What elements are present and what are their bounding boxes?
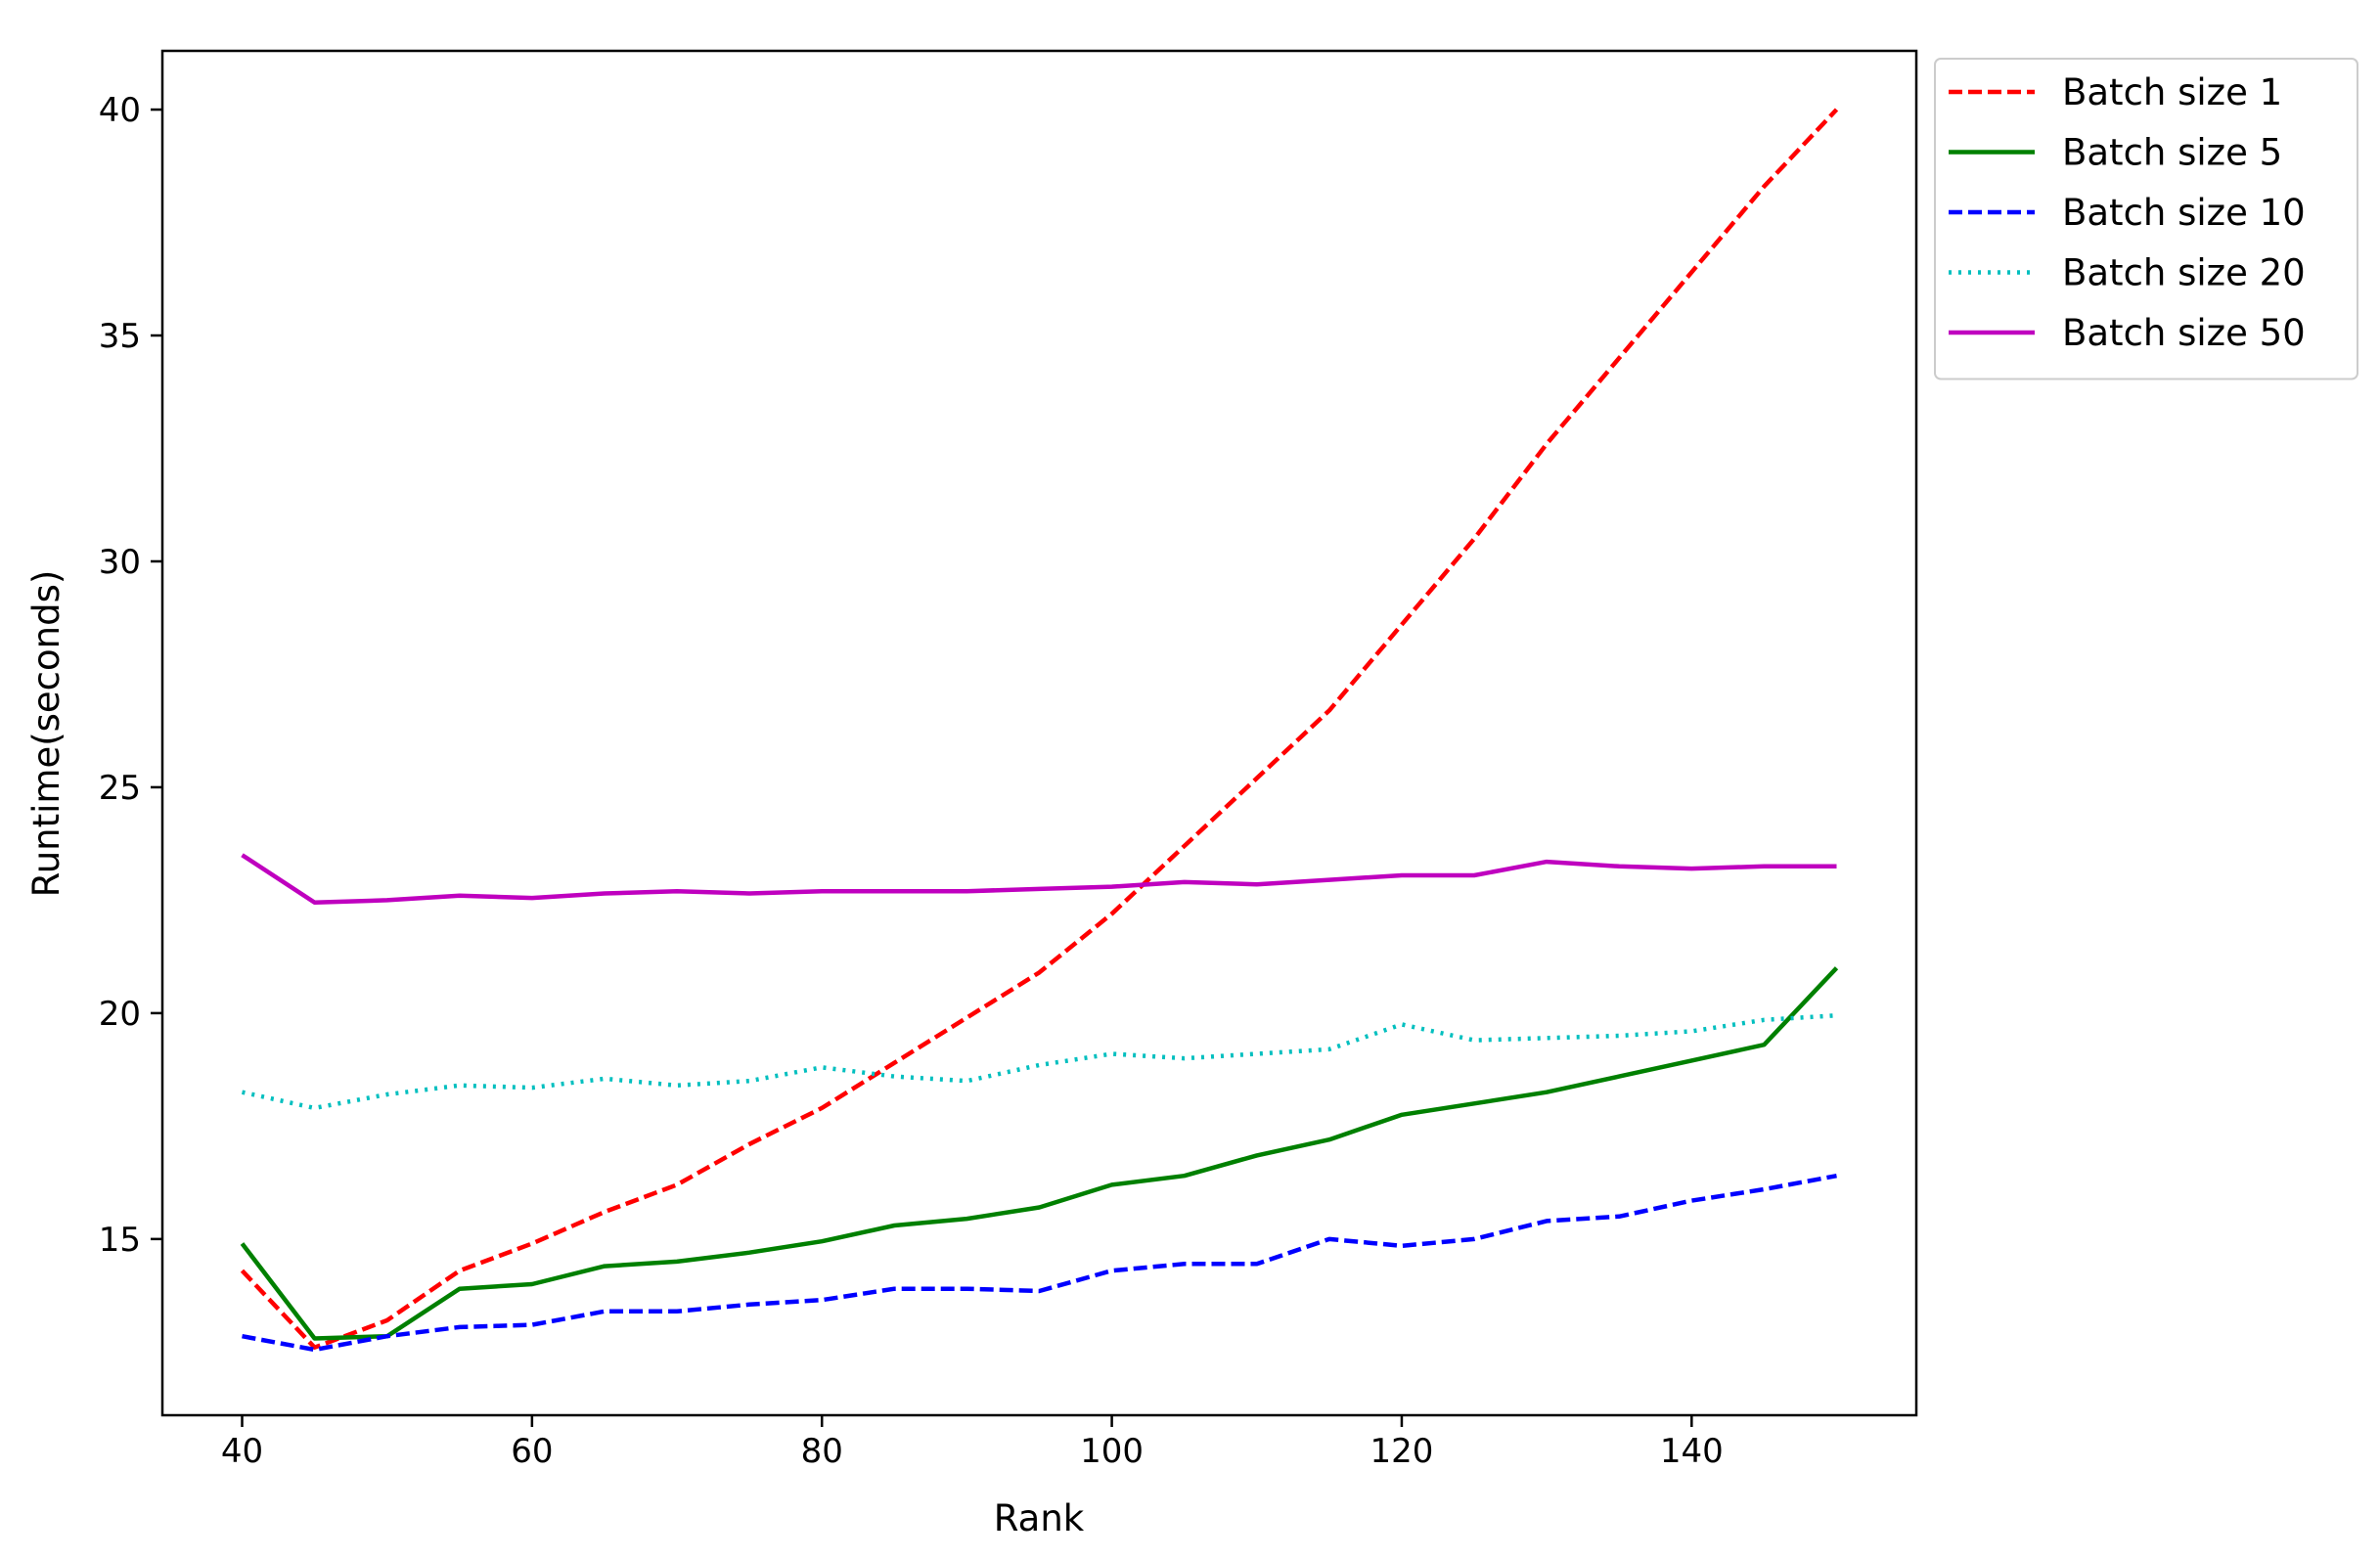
x-tick-label: 60: [511, 1432, 553, 1471]
series-line-3: [242, 1173, 1837, 1353]
series-line-2: [240, 966, 1839, 1341]
legend-label: Batch size 50: [2062, 312, 2306, 354]
legend-label: Batch size 10: [2062, 192, 2306, 234]
series-lines: [240, 108, 1839, 1353]
y-axis-label: Runtime(seconds): [25, 570, 67, 898]
x-tick-label: 100: [1080, 1432, 1144, 1471]
y-tick-label: 30: [99, 543, 141, 582]
x-tick-label: 40: [221, 1432, 263, 1471]
y-axis: 15 20 25 30 35 40: [99, 91, 162, 1260]
x-axis-label: Rank: [994, 1497, 1085, 1539]
y-tick-label: 25: [99, 769, 141, 808]
legend-label: Batch size 5: [2062, 132, 2282, 174]
x-tick-label: 140: [1660, 1432, 1724, 1471]
legend: Batch size 1 Batch size 5 Batch size 10 Bat…: [1934, 58, 2358, 380]
y-tick-label: 15: [99, 1221, 141, 1260]
plot-frame: [160, 49, 1918, 1417]
series-line-5: [241, 853, 1837, 905]
y-tick-label: 20: [99, 995, 141, 1034]
y-tick-label: 40: [99, 91, 141, 130]
legend-box: [1934, 58, 2358, 380]
legend-label: Batch size 1: [2062, 71, 2282, 113]
x-tick-label: 120: [1370, 1432, 1434, 1471]
series-line-1: [240, 108, 1839, 1350]
y-tick-label: 35: [99, 317, 141, 356]
legend-label: Batch size 20: [2062, 252, 2306, 294]
x-tick-label: 80: [801, 1432, 843, 1471]
x-axis: 40 60 80 100 120 140: [221, 1415, 1724, 1471]
